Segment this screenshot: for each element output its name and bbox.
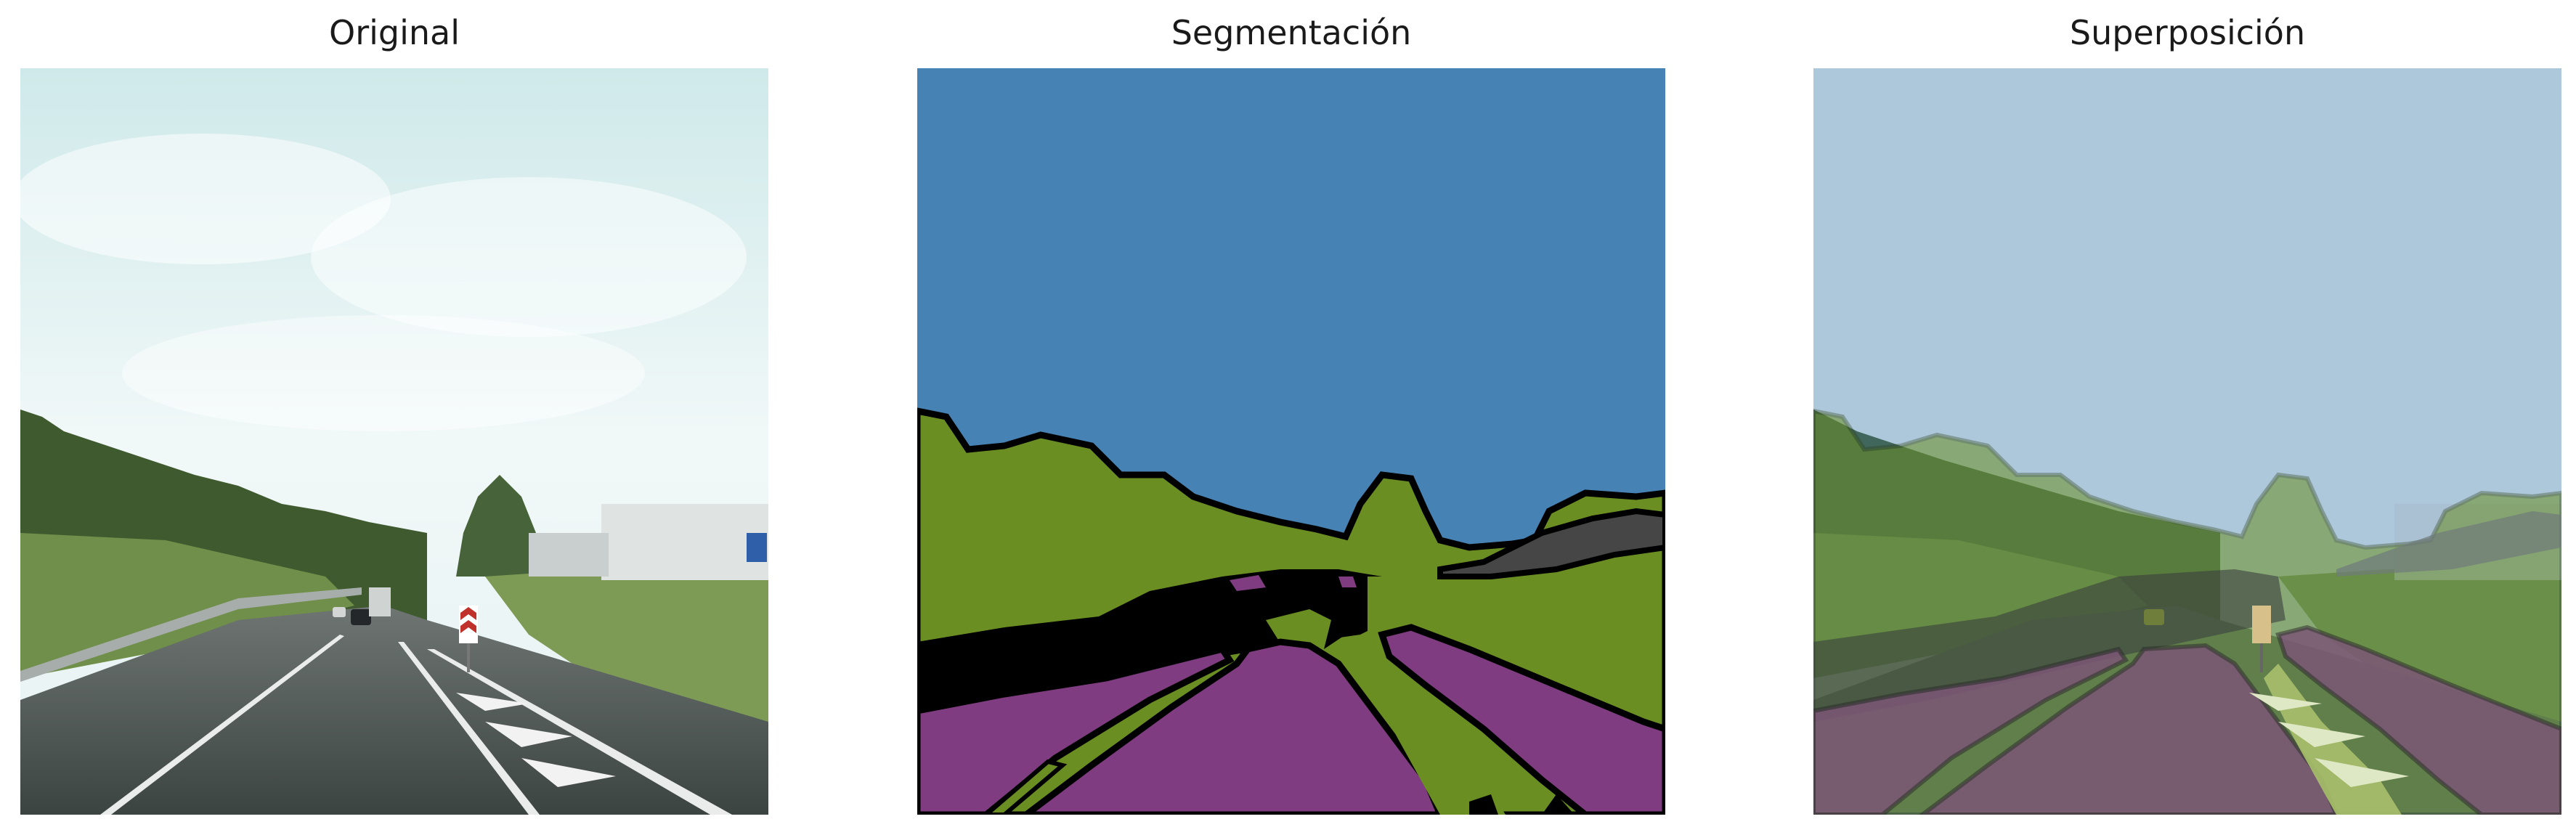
original-panel: Original bbox=[20, 0, 768, 835]
segmentation-image bbox=[917, 68, 1665, 815]
overlay-panel: Superposición bbox=[1813, 0, 2561, 835]
original-image bbox=[20, 68, 768, 815]
original-title: Original bbox=[328, 13, 460, 52]
segmentation-panel: Segmentación bbox=[917, 0, 1665, 835]
overlay-image bbox=[1813, 68, 2561, 815]
overlay-title: Superposición bbox=[2069, 13, 2306, 52]
segmentation-title: Segmentación bbox=[1171, 13, 1412, 52]
